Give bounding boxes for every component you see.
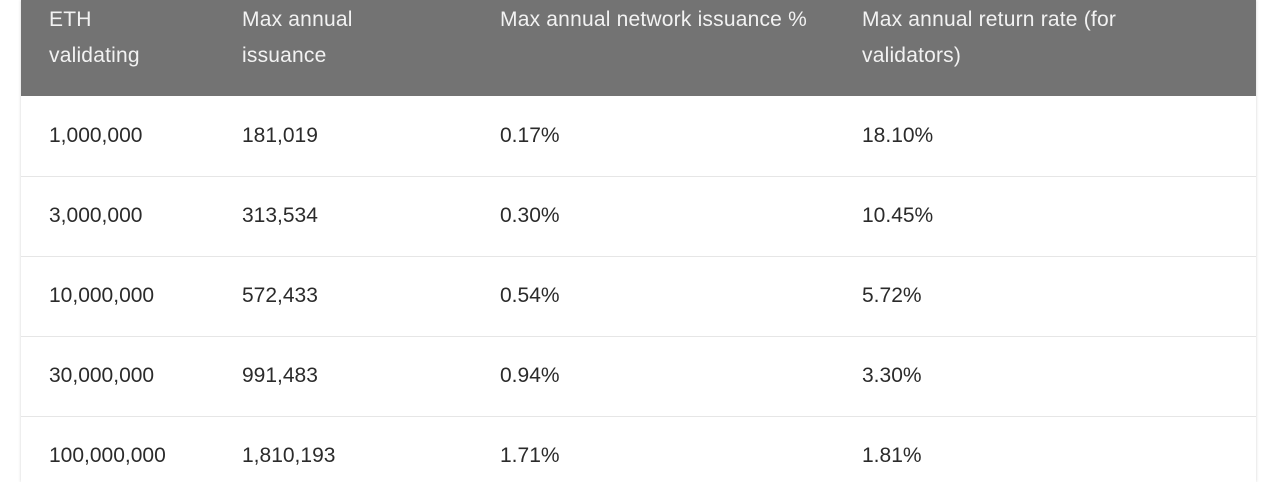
cell-return-rate: 18.10% <box>862 123 934 147</box>
cell-max-annual-issuance: 181,019 <box>242 123 318 147</box>
table-body: 1,000,000 181,019 0.17% 18.10% 3,000,000… <box>21 96 1256 482</box>
cell-eth-validating: 10,000,000 <box>49 284 155 307</box>
table-header-row: ETH validating Max annual issuance Max a… <box>21 0 1256 96</box>
table-row: 30,000,000 991,483 0.94% 3.30% <box>21 336 1256 416</box>
cell-eth-validating: 3,000,000 <box>49 204 143 227</box>
cell-max-annual-issuance: 313,534 <box>242 204 318 227</box>
table-row: 1,000,000 181,019 0.17% 18.10% <box>21 96 1256 176</box>
cell-max-annual-issuance: 572,433 <box>242 284 318 307</box>
cell-network-issuance-percent: 0.17% <box>500 123 560 147</box>
cell-eth-validating: 1,000,000 <box>49 123 143 147</box>
cell-network-issuance-percent: 0.54% <box>500 284 560 307</box>
column-header-eth-validating: ETH validating <box>49 8 140 67</box>
issuance-table-card: ETH validating Max annual issuance Max a… <box>21 0 1256 482</box>
table-row: 100,000,000 1,810,193 1.71% 1.81% <box>21 416 1256 482</box>
cell-max-annual-issuance: 1,810,193 <box>242 444 336 467</box>
column-header-return-rate: Max annual return rate (for validators) <box>862 8 1117 67</box>
column-header-max-annual-issuance: Max annual issuance <box>242 8 353 67</box>
cell-max-annual-issuance: 991,483 <box>242 364 318 387</box>
cell-return-rate: 3.30% <box>862 364 922 387</box>
cell-eth-validating: 30,000,000 <box>49 364 155 387</box>
cell-network-issuance-percent: 0.94% <box>500 364 560 387</box>
table-header: ETH validating Max annual issuance Max a… <box>21 0 1256 96</box>
column-header-network-issuance-percent: Max annual network issuance % <box>500 8 807 31</box>
cell-network-issuance-percent: 0.30% <box>500 204 560 227</box>
issuance-table: ETH validating Max annual issuance Max a… <box>21 0 1256 482</box>
table-row: 10,000,000 572,433 0.54% 5.72% <box>21 256 1256 336</box>
cell-return-rate: 5.72% <box>862 284 922 307</box>
table-row: 3,000,000 313,534 0.30% 10.45% <box>21 176 1256 256</box>
cell-return-rate: 10.45% <box>862 204 934 227</box>
cell-network-issuance-percent: 1.71% <box>500 444 560 467</box>
cell-return-rate: 1.81% <box>862 444 922 467</box>
cell-eth-validating: 100,000,000 <box>49 444 166 467</box>
